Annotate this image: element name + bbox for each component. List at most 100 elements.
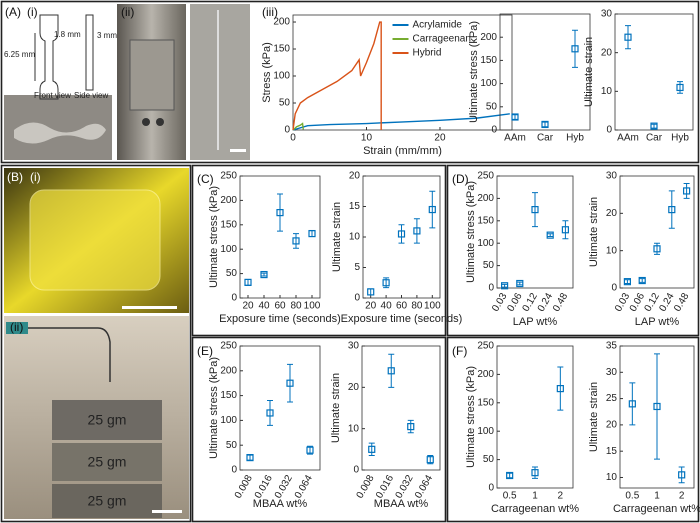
y-tick-label: 0 xyxy=(354,293,360,304)
marker xyxy=(623,278,632,286)
y-axis-label: Ultimate stress (kPa) xyxy=(208,357,220,459)
error-bar xyxy=(532,466,538,479)
weight-label: 25 gm xyxy=(88,493,127,509)
error-bar xyxy=(629,382,636,426)
axes-frame xyxy=(499,13,591,131)
view-label: Front view xyxy=(34,91,71,100)
y-tick-label: 250 xyxy=(477,341,494,352)
error-bar xyxy=(293,233,299,249)
y-tick-label: 200 xyxy=(220,195,237,206)
y-tick-label: 250 xyxy=(220,341,237,352)
sample xyxy=(14,122,106,144)
y-tick-label: 150 xyxy=(480,55,497,66)
marker xyxy=(668,206,676,214)
y-tick-label: 150 xyxy=(220,219,237,230)
x-tick-label: 0.48 xyxy=(551,291,570,314)
marker xyxy=(624,33,632,41)
scale-bar xyxy=(230,149,246,152)
axes-frame xyxy=(619,175,695,289)
error-bar xyxy=(512,114,518,120)
x-tick-label: 20 xyxy=(365,301,377,312)
y-tick-label: 150 xyxy=(477,215,494,226)
error-bar xyxy=(287,363,293,403)
y-tick-label: 0 xyxy=(606,125,612,136)
dimension: 1.8 mm xyxy=(54,30,81,39)
y-axis-label: Stress (kPa) xyxy=(261,42,273,103)
error-bar xyxy=(261,272,267,277)
x-tick-label: 0.12 xyxy=(521,291,540,314)
error-bar xyxy=(654,242,660,255)
panel-label: (C) xyxy=(197,172,214,186)
error-bar xyxy=(388,353,395,388)
x-tick-label: 2 xyxy=(558,491,564,502)
y-tick-label: 10 xyxy=(349,232,361,243)
x-tick-label: 80 xyxy=(290,301,302,312)
y-axis-label: Ultimate strain xyxy=(583,37,595,107)
x-tick-label: 0.48 xyxy=(672,291,691,314)
y-tick-label: 250 xyxy=(220,171,237,182)
frame-c xyxy=(191,164,447,337)
marker xyxy=(571,45,579,53)
axes-frame xyxy=(361,345,441,471)
marker xyxy=(638,276,646,285)
error-bar xyxy=(547,233,554,237)
x-tick-label: 0.064 xyxy=(293,473,315,501)
dimension: 3 mm xyxy=(97,31,117,40)
x-tick-label: 1 xyxy=(654,491,660,502)
x-tick-label: 60 xyxy=(396,301,408,312)
marker xyxy=(407,423,415,431)
y-tick-label: 200 xyxy=(220,365,237,376)
marker xyxy=(531,206,539,214)
marker xyxy=(428,205,436,214)
line xyxy=(292,21,382,131)
y-tick-label: 100 xyxy=(480,78,497,89)
y-tick-label: 5 xyxy=(354,262,360,273)
x-tick-label: 20 xyxy=(242,301,254,312)
panel-label: (i) xyxy=(30,170,41,184)
x-axis-label: LAP wt% xyxy=(635,316,680,328)
x-tick-label: 0.5 xyxy=(625,491,639,502)
weight xyxy=(52,484,162,518)
y-tick-label: 200 xyxy=(480,32,497,43)
panel-labels: (A) (i) (ii) (iii) (B) (i) (ii) (C) (D) … xyxy=(5,5,469,358)
y-tick-label: 0 xyxy=(488,483,494,494)
x-tick-label: 10 xyxy=(361,133,373,144)
y-tick-label: 50 xyxy=(279,98,291,109)
y-tick-label: 15 xyxy=(349,201,361,212)
axes-frame xyxy=(614,13,694,131)
marker xyxy=(556,385,564,393)
error-bar xyxy=(247,454,253,461)
y-tick-label: 10 xyxy=(606,245,618,256)
x-tick-label: Car xyxy=(646,133,663,144)
error-bar xyxy=(368,442,375,457)
y-tick-label: 20 xyxy=(606,208,618,219)
y-tick-label: 10 xyxy=(348,423,360,434)
y-axis-label: Ultimate strain xyxy=(588,197,600,267)
error-bar xyxy=(413,218,420,244)
error-bar xyxy=(683,182,690,199)
legend-label: Acrylamide xyxy=(413,20,463,31)
marker xyxy=(260,270,268,279)
error-bar xyxy=(245,278,251,286)
marker xyxy=(653,245,661,253)
marker xyxy=(368,445,376,453)
y-tick-label: 0 xyxy=(611,283,617,294)
y-tick-label: 200 xyxy=(477,369,494,380)
y-tick-label: 30 xyxy=(601,9,613,20)
x-tick-label: 0.032 xyxy=(394,473,416,501)
panel-label: (D) xyxy=(452,172,469,186)
y-axis-label: Ultimate strain xyxy=(588,382,600,452)
error-bar xyxy=(625,25,631,50)
error-bar xyxy=(277,193,283,232)
x-tick-label: Hyb xyxy=(566,133,584,144)
y-tick-label: 10 xyxy=(606,472,618,483)
weight-label: 25 gm xyxy=(88,412,127,428)
y-tick-label: 150 xyxy=(220,390,237,401)
error-bar xyxy=(654,353,660,460)
y-tick-label: 0 xyxy=(353,465,359,476)
error-bar xyxy=(557,366,564,411)
weight-label: 25 gm xyxy=(88,454,127,470)
marker xyxy=(266,409,274,417)
frame-f xyxy=(446,336,700,523)
